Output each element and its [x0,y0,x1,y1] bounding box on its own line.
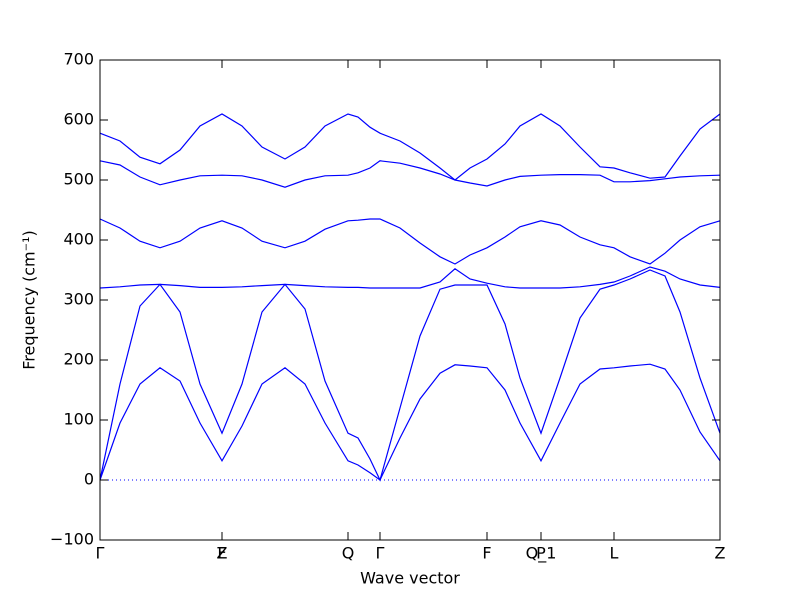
band-line [99,160,721,188]
y-tick-label: 500 [63,170,94,189]
y-axis-label: Frequency (cm⁻¹) [20,230,39,369]
y-tick-label: 200 [63,350,94,369]
band-line [99,218,721,265]
y-tick-label: 0 [84,470,94,489]
band-line [99,269,721,482]
x-tick-label: Γ [96,544,105,563]
band-line [99,113,721,181]
x-tick-label: Q_1 [526,544,557,564]
x-tick-label: F [217,544,226,563]
band-line [99,266,721,289]
x-axis-label: Wave vector [360,569,460,588]
x-tick-label: Z [217,544,228,563]
x-tick-label: Γ [376,544,385,563]
x-tick-label: F [482,544,491,563]
y-tick-label: 600 [63,110,94,129]
band-line [99,363,721,481]
x-tick-label: Q [342,544,355,563]
y-tick-label: 100 [63,410,94,429]
x-tick-label: Z [715,544,726,563]
y-tick-label: 300 [63,290,94,309]
y-tick-label: −100 [50,530,94,549]
y-tick-label: 700 [63,50,94,69]
x-tick-label: L [610,544,619,563]
y-tick-label: 400 [63,230,94,249]
x-tick-label: P [536,544,546,563]
